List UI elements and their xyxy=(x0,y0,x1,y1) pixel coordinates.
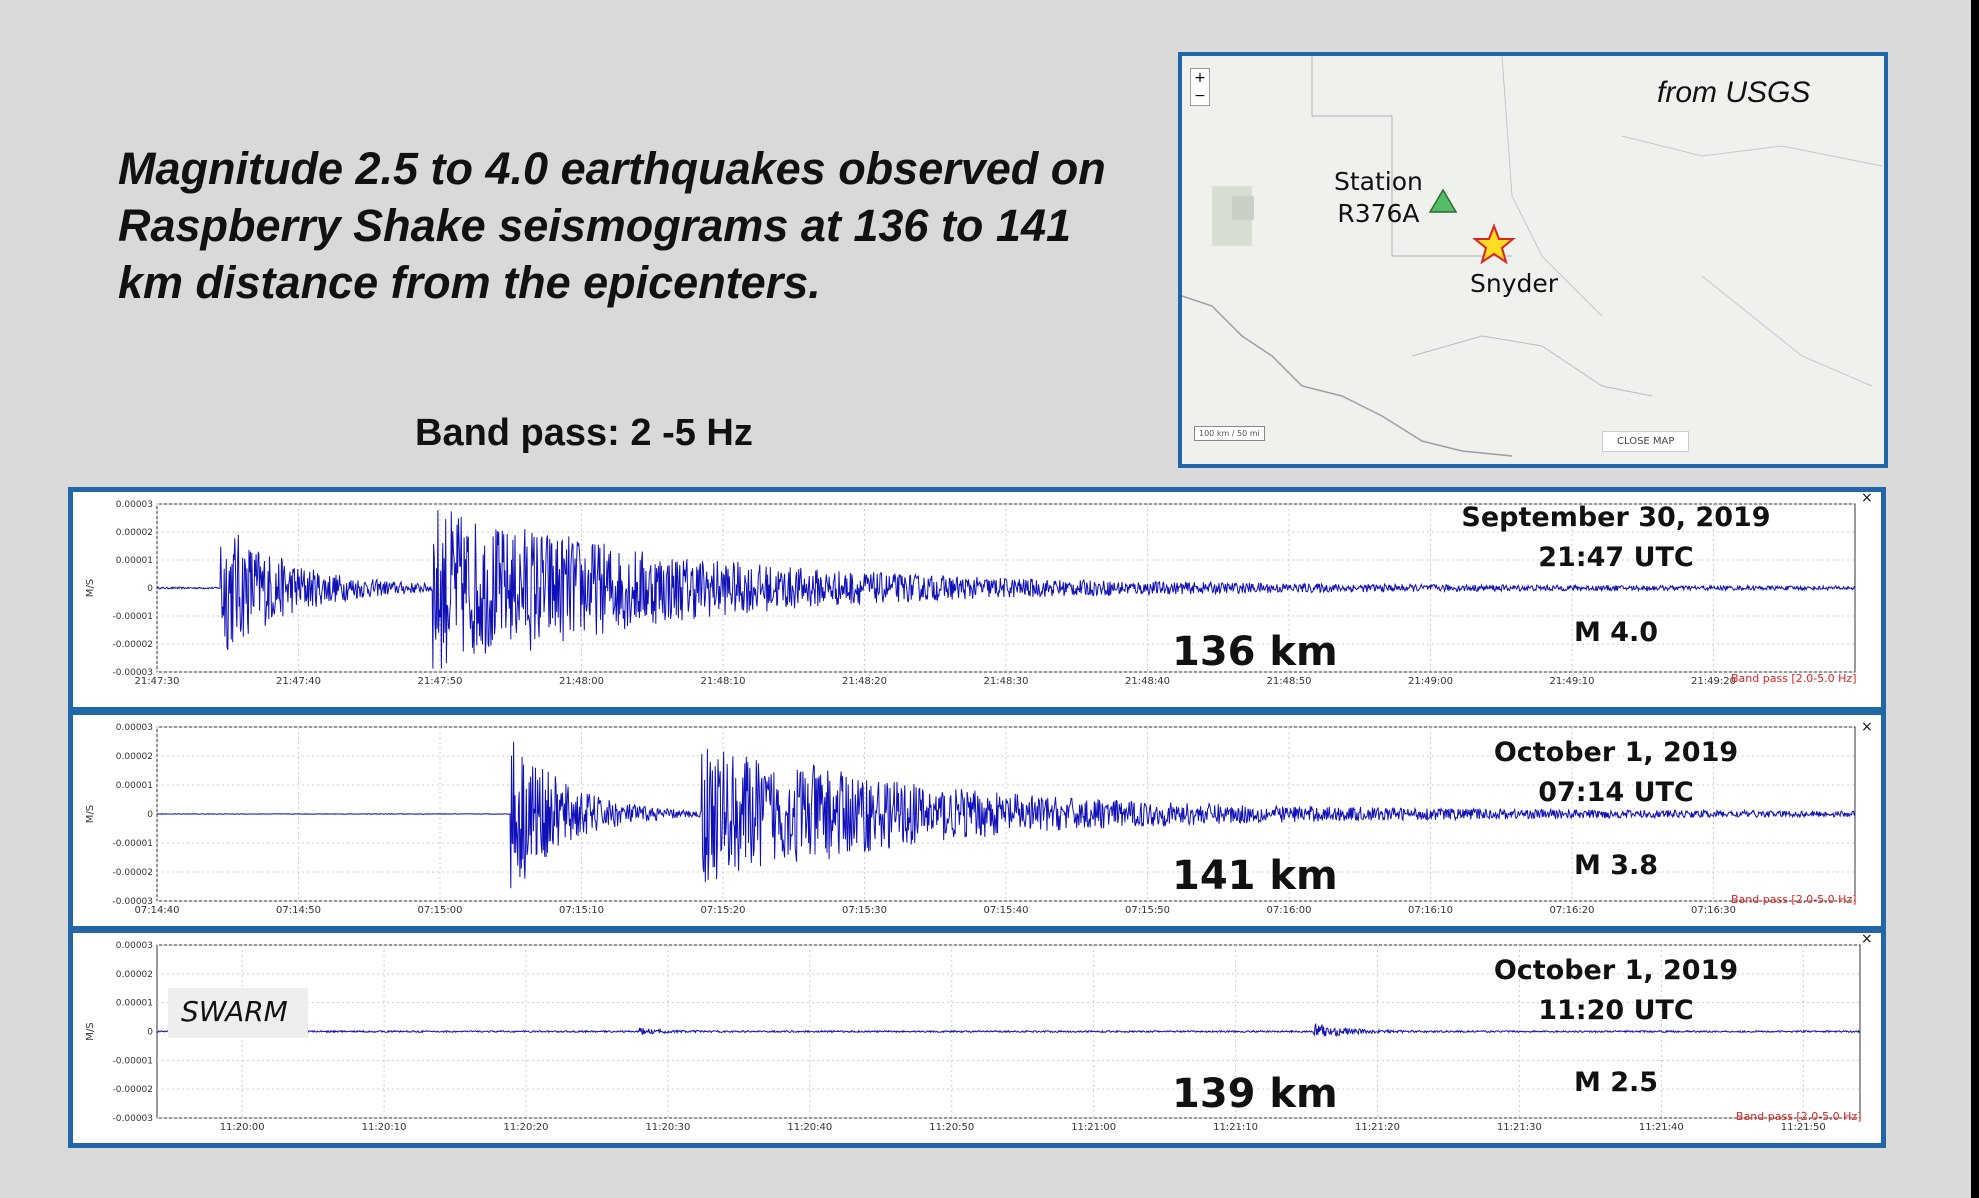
event-distance: 136 km xyxy=(1172,629,1338,675)
x-tick-label: 07:15:20 xyxy=(701,905,746,916)
map-scale-bar: 100 km / 50 mi xyxy=(1194,426,1265,441)
x-tick-label: 21:48:20 xyxy=(842,676,887,687)
filter-note: Band pass [2.0-5.0 Hz] xyxy=(1731,893,1857,906)
x-tick-label: 07:16:10 xyxy=(1408,905,1453,916)
x-tick-label: 07:15:00 xyxy=(418,905,463,916)
y-tick-label: -0.00002 xyxy=(113,868,153,878)
x-tick-label: 11:20:50 xyxy=(929,1122,974,1133)
event-time: 07:14 UTC xyxy=(1436,777,1796,808)
right-edge-strip xyxy=(1971,0,1979,1198)
x-tick-label: 07:16:30 xyxy=(1691,905,1736,916)
x-tick-label: 11:21:30 xyxy=(1497,1122,1542,1133)
close-icon[interactable]: × xyxy=(1861,719,1873,735)
y-tick-label: -0.00001 xyxy=(113,839,153,849)
event-distance: 141 km xyxy=(1172,853,1338,899)
zoom-out-button[interactable]: − xyxy=(1191,87,1209,105)
x-tick-label: 07:15:40 xyxy=(984,905,1029,916)
filter-note: Band pass [2.0-5.0 Hz] xyxy=(1736,1110,1862,1123)
close-map-button[interactable]: CLOSE MAP xyxy=(1602,431,1689,452)
y-axis-label: M/S xyxy=(85,1022,96,1040)
x-tick-label: 11:21:10 xyxy=(1213,1122,1258,1133)
x-tick-label: 21:49:20 xyxy=(1691,676,1736,687)
y-tick-label: -0.00002 xyxy=(113,640,153,650)
close-icon[interactable]: × xyxy=(1861,931,1873,947)
x-tick-label: 11:20:00 xyxy=(220,1122,265,1133)
location-map: + − from USGS Station R376A Snyder 100 k… xyxy=(1178,52,1888,468)
x-tick-label: 21:47:50 xyxy=(418,676,463,687)
seismogram-panel-3: 0.00003 0.00002 0.00001 0 -0.00001 -0.00002 -0… xyxy=(68,928,1886,1148)
y-axis-label: M/S xyxy=(85,805,96,823)
y-tick-label: 0.00002 xyxy=(116,528,153,538)
x-tick-label: 21:49:10 xyxy=(1550,676,1595,687)
map-zoom-control[interactable]: + − xyxy=(1190,68,1210,106)
x-tick-label: 21:48:10 xyxy=(701,676,746,687)
x-tick-label: 21:48:50 xyxy=(1267,676,1312,687)
map-source-label: from USGS xyxy=(1657,76,1810,110)
x-tick-label: 07:14:40 xyxy=(135,905,180,916)
event-magnitude: M 4.0 xyxy=(1436,617,1796,648)
event-distance: 139 km xyxy=(1172,1071,1338,1117)
x-tick-label: 21:48:00 xyxy=(559,676,604,687)
swarm-tag: SWARM xyxy=(181,995,288,1028)
x-tick-label: 11:20:10 xyxy=(362,1122,407,1133)
zoom-in-button[interactable]: + xyxy=(1191,69,1209,87)
map-background xyxy=(1182,56,1884,464)
y-tick-label: 0 xyxy=(147,1028,153,1038)
x-tick-label: 11:21:50 xyxy=(1781,1122,1826,1133)
x-tick-label: 11:20:30 xyxy=(645,1122,690,1133)
x-tick-label: 21:48:40 xyxy=(1125,676,1170,687)
x-tick-label: 21:47:40 xyxy=(276,676,321,687)
close-icon[interactable]: × xyxy=(1861,490,1873,506)
y-tick-label: 0.00001 xyxy=(116,556,153,566)
epicenter-label: Snyder xyxy=(1470,268,1558,300)
y-tick-label: 0.00001 xyxy=(116,781,153,791)
y-tick-label: 0.00002 xyxy=(116,752,153,762)
x-tick-label: 11:21:40 xyxy=(1639,1122,1684,1133)
event-date: September 30, 2019 xyxy=(1436,502,1796,533)
y-tick-label: -0.00002 xyxy=(113,1085,153,1095)
x-tick-label: 07:15:10 xyxy=(559,905,604,916)
y-tick-label: 0.00002 xyxy=(116,970,153,980)
y-tick-label: 0 xyxy=(147,584,153,594)
x-tick-label: 07:16:20 xyxy=(1550,905,1595,916)
x-tick-label: 07:16:00 xyxy=(1267,905,1312,916)
station-label: Station R376A xyxy=(1334,166,1423,230)
y-tick-label: 0.00001 xyxy=(116,999,153,1009)
y-tick-label: 0.00003 xyxy=(116,941,153,951)
x-tick-label: 21:48:30 xyxy=(984,676,1029,687)
x-tick-label: 07:15:50 xyxy=(1125,905,1170,916)
y-tick-label: -0.00003 xyxy=(113,1114,153,1124)
x-tick-label: 11:20:40 xyxy=(787,1122,832,1133)
event-date: October 1, 2019 xyxy=(1436,955,1796,986)
x-tick-label: 11:20:20 xyxy=(504,1122,549,1133)
y-tick-label: -0.00001 xyxy=(113,1056,153,1066)
y-tick-label: 0.00003 xyxy=(116,723,153,733)
x-tick-label: 07:14:50 xyxy=(276,905,321,916)
headline: Magnitude 2.5 to 4.0 earthquakes observe… xyxy=(118,140,1128,311)
x-tick-label: 11:21:00 xyxy=(1071,1122,1116,1133)
seismogram-panel-2: 0.00003 0.00002 0.00001 0 -0.00001 -0.00002 -0… xyxy=(68,710,1886,931)
event-time: 21:47 UTC xyxy=(1436,542,1796,573)
x-tick-label: 11:21:20 xyxy=(1355,1122,1400,1133)
y-axis-label: M/S xyxy=(85,579,96,597)
filter-title: Band pass: 2 -5 Hz xyxy=(415,412,753,455)
y-tick-label: -0.00001 xyxy=(113,612,153,622)
event-magnitude: M 3.8 xyxy=(1436,850,1796,881)
event-time: 11:20 UTC xyxy=(1436,995,1796,1026)
seismogram-panel-1: 0.00003 0.00002 0.00001 0 -0.00001 -0.00002 -0… xyxy=(68,487,1886,712)
y-tick-label: 0 xyxy=(147,810,153,820)
event-magnitude: M 2.5 xyxy=(1436,1067,1796,1098)
event-date: October 1, 2019 xyxy=(1436,737,1796,768)
filter-note: Band pass [2.0-5.0 Hz] xyxy=(1731,672,1857,685)
x-tick-label: 21:49:00 xyxy=(1408,676,1453,687)
x-tick-label: 21:47:30 xyxy=(135,676,180,687)
y-tick-label: 0.00003 xyxy=(116,500,153,510)
x-tick-label: 07:15:30 xyxy=(842,905,887,916)
